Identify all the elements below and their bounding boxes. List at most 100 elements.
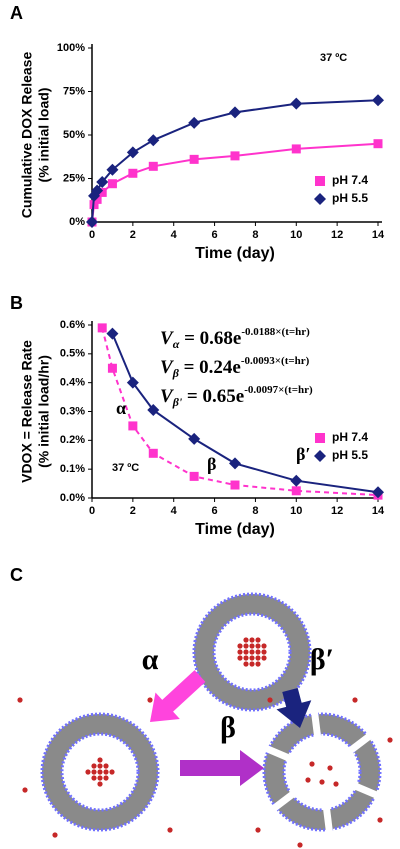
pore (353, 782, 379, 799)
panel-label: C (10, 565, 23, 585)
y-tick-label: 0.2% (60, 434, 85, 446)
marker (128, 421, 138, 431)
marker (91, 184, 104, 197)
equation-exp: -0.0097×(t=hr) (244, 384, 313, 396)
marker (188, 432, 201, 445)
released-drug (52, 832, 58, 838)
marker (229, 457, 241, 470)
marker (86, 216, 98, 228)
equation-sub: β (172, 366, 180, 380)
marker (189, 471, 199, 481)
phase-label: α (116, 398, 126, 418)
released-drug (377, 817, 383, 823)
x-tick-label: 8 (252, 229, 258, 241)
drug (243, 637, 249, 643)
drug (249, 637, 255, 643)
y-axis-label: VDOX = Release Rate (19, 340, 35, 483)
marker (107, 363, 117, 373)
released-drug (352, 697, 358, 703)
series-line (101, 327, 379, 497)
x-tick-label: 10 (290, 229, 302, 241)
drug (261, 649, 267, 655)
y-tick-label: 0.5% (60, 348, 85, 360)
drug (261, 655, 267, 661)
x-tick-label: 14 (372, 229, 385, 241)
marker (189, 154, 199, 164)
released-drug (147, 697, 153, 703)
y-tick-label: 0.1% (60, 463, 85, 475)
pore (348, 733, 372, 754)
y-tick-label: 25% (63, 172, 85, 184)
y-axis-label: (% initial load/hr) (36, 355, 52, 468)
arrow-label: α (142, 643, 159, 676)
drug (333, 781, 339, 787)
y-tick-label: 0.0% (60, 492, 85, 504)
arrow (150, 670, 206, 722)
phase-label: β (207, 454, 216, 474)
marker (372, 486, 384, 499)
drug (103, 775, 109, 781)
marker (148, 448, 158, 458)
marker (126, 376, 139, 389)
drug (255, 661, 261, 667)
marker (290, 97, 303, 110)
drug (249, 661, 255, 667)
marker (97, 323, 107, 333)
x-tick-label: 2 (130, 505, 136, 517)
released-drug (167, 827, 173, 833)
x-tick-label: 4 (171, 505, 178, 517)
x-tick-label: 14 (372, 505, 385, 517)
pore (272, 790, 296, 811)
drug (327, 765, 333, 771)
x-tick-label: 0 (89, 505, 95, 517)
drug (97, 781, 103, 787)
released-drug (267, 697, 273, 703)
legend-label: pH 5.5 (332, 191, 368, 205)
legend-marker (315, 433, 325, 443)
panel-label: A (10, 3, 23, 23)
equation-rhs: = 0.68e (179, 328, 241, 349)
equation-sub: α (173, 337, 180, 351)
drug (103, 769, 109, 775)
x-axis-label: Time (day) (195, 521, 275, 538)
marker (97, 187, 107, 197)
marker (148, 161, 158, 171)
marker (291, 144, 301, 154)
marker (290, 474, 303, 487)
legend-marker (314, 193, 326, 205)
marker (106, 163, 119, 176)
arrow (180, 750, 264, 786)
equation-base: V (160, 328, 174, 349)
x-axis-label: Time (day) (195, 245, 275, 262)
marker (126, 146, 139, 159)
marker (96, 175, 109, 188)
drug (85, 769, 91, 775)
drug (91, 763, 97, 769)
x-tick-label: 0 (89, 229, 95, 241)
drug (91, 775, 97, 781)
marker (128, 168, 138, 178)
marker (372, 94, 384, 107)
drug (309, 761, 315, 767)
released-drug (17, 697, 23, 703)
x-tick-label: 4 (171, 229, 178, 241)
released-drug (387, 737, 393, 743)
phase-label: β′ (296, 444, 311, 464)
legend-marker (315, 176, 325, 186)
marker (373, 139, 383, 149)
marker (147, 404, 160, 417)
drug (255, 649, 261, 655)
y-tick-label: 75% (63, 85, 85, 97)
y-tick-label: 0% (69, 216, 85, 228)
pore (311, 712, 322, 737)
y-tick-label: 0.3% (60, 405, 85, 417)
liposome-core (282, 732, 362, 812)
arrow-label: β′ (310, 643, 334, 676)
drug (237, 643, 243, 649)
x-tick-label: 6 (212, 229, 218, 241)
equation: Vα = 0.68e-0.0188×(t=hr) (160, 326, 310, 351)
x-tick-label: 12 (331, 505, 343, 517)
drug (249, 649, 255, 655)
marker (291, 486, 301, 496)
